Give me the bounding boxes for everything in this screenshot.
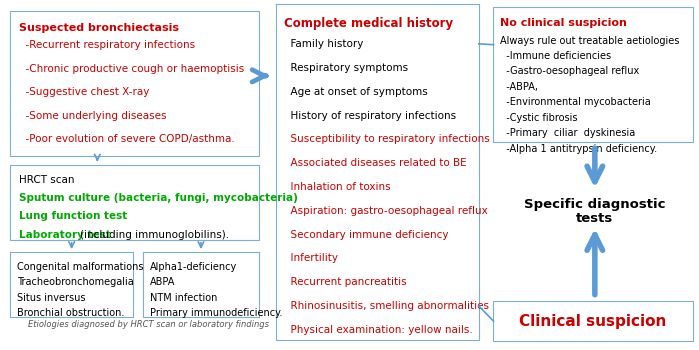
FancyBboxPatch shape bbox=[493, 7, 693, 142]
Text: Laboratory test: Laboratory test bbox=[19, 230, 110, 240]
Text: Secondary immune deficiency: Secondary immune deficiency bbox=[284, 230, 449, 240]
Text: Sputum culture (bacteria, fungi, mycobacteria): Sputum culture (bacteria, fungi, mycobac… bbox=[19, 193, 298, 203]
FancyBboxPatch shape bbox=[143, 252, 259, 317]
Text: Clinical suspicion: Clinical suspicion bbox=[519, 314, 667, 329]
Text: Congenital malformations: Congenital malformations bbox=[17, 262, 144, 272]
Text: -Gastro-oesophageal reflux: -Gastro-oesophageal reflux bbox=[500, 66, 640, 77]
Text: (including immunoglobilins).: (including immunoglobilins). bbox=[80, 230, 229, 240]
FancyBboxPatch shape bbox=[493, 301, 693, 341]
Text: Tracheobronchomegalia: Tracheobronchomegalia bbox=[17, 277, 134, 287]
Text: Suspected bronchiectasis: Suspected bronchiectasis bbox=[19, 23, 179, 33]
Text: -Alpha 1 antitrypsin deficiency.: -Alpha 1 antitrypsin deficiency. bbox=[500, 144, 658, 154]
Text: Infertility: Infertility bbox=[284, 253, 338, 264]
Text: Family history: Family history bbox=[284, 39, 364, 49]
Text: Primary immunodeficiency.: Primary immunodeficiency. bbox=[150, 308, 283, 318]
Text: -Environmental mycobacteria: -Environmental mycobacteria bbox=[500, 97, 651, 107]
Text: Lung function test: Lung function test bbox=[19, 211, 127, 222]
Text: -Chronic productive cough or haemoptisis: -Chronic productive cough or haemoptisis bbox=[19, 64, 244, 74]
Text: -Recurrent respiratory infections: -Recurrent respiratory infections bbox=[19, 40, 195, 50]
Text: History of respiratory infections: History of respiratory infections bbox=[284, 111, 456, 121]
Text: -Some underlying diseases: -Some underlying diseases bbox=[19, 111, 166, 121]
Text: Recurrent pancreatitis: Recurrent pancreatitis bbox=[284, 277, 407, 287]
FancyBboxPatch shape bbox=[10, 252, 133, 317]
Text: -Suggestive chest X-ray: -Suggestive chest X-ray bbox=[19, 87, 150, 97]
Text: Respiratory symptoms: Respiratory symptoms bbox=[284, 63, 409, 73]
FancyBboxPatch shape bbox=[10, 164, 259, 240]
FancyBboxPatch shape bbox=[10, 10, 259, 156]
Text: Situs inversus: Situs inversus bbox=[17, 293, 86, 303]
Text: Specific diagnostic: Specific diagnostic bbox=[524, 198, 665, 211]
Text: NTM infection: NTM infection bbox=[150, 293, 217, 303]
Text: -Cystic fibrosis: -Cystic fibrosis bbox=[500, 113, 578, 123]
Text: Age at onset of symptoms: Age at onset of symptoms bbox=[284, 87, 428, 97]
Text: -ABPA,: -ABPA, bbox=[500, 82, 538, 92]
Text: Bronchial obstruction.: Bronchial obstruction. bbox=[17, 308, 125, 318]
Text: ABPA: ABPA bbox=[150, 277, 175, 287]
Text: Rhinosinusitis, smelling abnormalities: Rhinosinusitis, smelling abnormalities bbox=[284, 301, 489, 311]
Text: Associated diseases related to BE: Associated diseases related to BE bbox=[284, 158, 467, 168]
Text: Physical examination: yellow nails.: Physical examination: yellow nails. bbox=[284, 325, 473, 335]
FancyBboxPatch shape bbox=[276, 4, 479, 340]
Text: Inhalation of toxins: Inhalation of toxins bbox=[284, 182, 391, 192]
Text: No clinical suspicion: No clinical suspicion bbox=[500, 18, 628, 28]
Text: Complete medical history: Complete medical history bbox=[284, 18, 454, 30]
Text: -Immune deficiencies: -Immune deficiencies bbox=[500, 51, 612, 61]
Text: Etiologies diagnosed by HRCT scan or laboratory findings: Etiologies diagnosed by HRCT scan or lab… bbox=[28, 320, 269, 329]
Text: tests: tests bbox=[576, 212, 614, 225]
Text: -Primary  ciliar  dyskinesia: -Primary ciliar dyskinesia bbox=[500, 128, 635, 138]
Text: HRCT scan: HRCT scan bbox=[19, 175, 74, 185]
Text: Susceptibility to respiratory infections: Susceptibility to respiratory infections bbox=[284, 134, 490, 145]
Text: Aspiration: gastro-oesophageal reflux: Aspiration: gastro-oesophageal reflux bbox=[284, 206, 488, 216]
Text: Always rule out treatable aetiologies: Always rule out treatable aetiologies bbox=[500, 36, 680, 46]
Text: -Poor evolution of severe COPD/asthma.: -Poor evolution of severe COPD/asthma. bbox=[19, 134, 235, 144]
Text: Alpha1-deficiency: Alpha1-deficiency bbox=[150, 262, 238, 272]
